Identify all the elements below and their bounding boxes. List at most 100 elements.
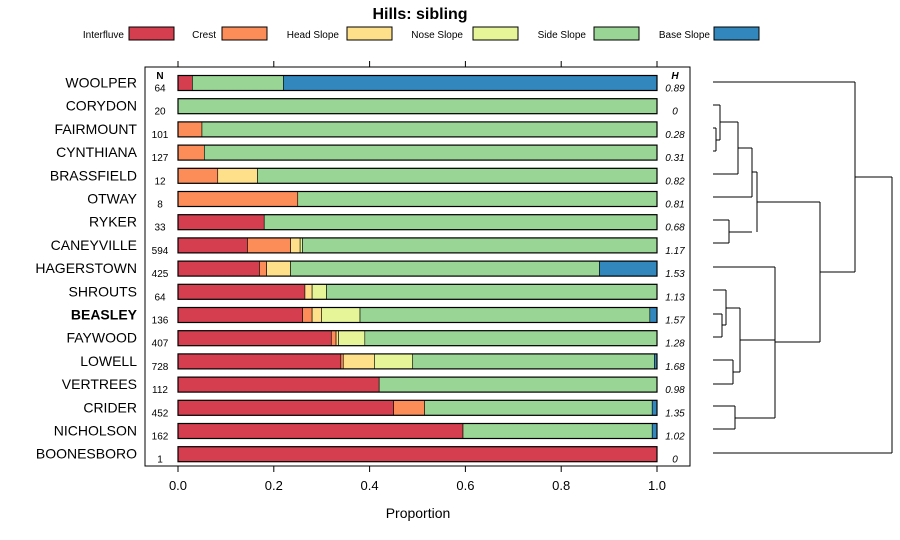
row-n-value: 452	[152, 408, 169, 419]
row-label: BOONESBORO	[36, 446, 137, 462]
bar-segment	[297, 191, 658, 207]
bar-segment	[311, 307, 322, 323]
bar-segment	[283, 75, 658, 91]
row-h-value: 0.28	[665, 130, 685, 141]
legend: Interfluve Crest Head Slope Nose Slope Side …	[83, 26, 760, 41]
row-h-value: 1.17	[665, 246, 685, 257]
x-tick-label: 1.0	[648, 478, 666, 493]
x-tick-label: 0.0	[169, 478, 187, 493]
x-tick-label: 0.4	[361, 478, 379, 493]
row-n-value: 20	[154, 107, 166, 118]
row-label: FAYWOOD	[66, 330, 137, 346]
bar-segment	[177, 353, 342, 370]
legend-label: Nose Slope	[411, 30, 463, 41]
bar-segment	[321, 307, 361, 323]
row-h-value: 1.53	[665, 269, 685, 280]
row-label: NICHOLSON	[54, 423, 137, 439]
row-label: RYKER	[89, 214, 137, 230]
dendro-merge	[737, 122, 752, 174]
row-n-value: 1	[157, 455, 163, 466]
bar-segment	[651, 399, 658, 416]
bar-outline	[177, 330, 658, 347]
row-label: FAIRMOUNT	[55, 121, 138, 137]
bar-segment	[599, 260, 658, 277]
bar-segment	[340, 353, 344, 370]
bar-segment	[304, 283, 313, 300]
bar-segment	[177, 214, 265, 230]
row-n-value: 33	[154, 223, 166, 234]
row-n-value: 64	[154, 292, 166, 303]
legend-swatch	[128, 26, 175, 41]
bar-segment	[649, 307, 658, 323]
legend-swatch	[713, 26, 760, 41]
row-n-value: 112	[152, 385, 168, 396]
bar-segment	[338, 330, 366, 347]
bar-segment	[311, 283, 327, 300]
bar-segment	[177, 283, 306, 300]
row-label: SHROUTS	[69, 283, 137, 299]
bar-outline	[177, 167, 658, 184]
dendro-merge	[728, 220, 752, 243]
dendro-merge	[732, 360, 740, 384]
row-n-value: 728	[152, 362, 169, 373]
bar-segment	[217, 168, 258, 184]
bar-segment	[177, 237, 248, 254]
bar-outline	[177, 190, 658, 208]
row-n-value: 101	[152, 130, 169, 141]
row-label: LOWELL	[80, 353, 137, 369]
bar-segment	[374, 353, 414, 370]
bar-segment	[302, 307, 313, 323]
row-label: BRASSFIELD	[50, 167, 137, 183]
row-n-value: 407	[152, 339, 169, 350]
legend-swatch	[221, 26, 268, 41]
bar-segment	[330, 330, 337, 347]
row-label: CRIDER	[83, 399, 137, 415]
bar-segment	[177, 307, 303, 323]
bar-segment	[326, 283, 658, 300]
row-label: CORYDON	[66, 98, 137, 114]
bar-segment	[462, 423, 653, 439]
dendro-merge	[719, 105, 738, 140]
row-h-value: 1.13	[665, 292, 685, 303]
bar-outline	[177, 376, 658, 393]
row-h-value: 0.82	[665, 176, 685, 187]
dendro-merge	[739, 308, 775, 372]
bar-segment	[424, 399, 653, 416]
dendro-merge	[819, 202, 855, 342]
x-tick-label: 0.8	[552, 478, 570, 493]
bar-segment	[177, 446, 658, 463]
legend-label: Crest	[192, 30, 216, 41]
bar-outline	[177, 74, 658, 92]
row-h-value: 0.98	[665, 385, 685, 396]
plot-frame	[144, 66, 691, 467]
bar-outline	[177, 353, 658, 370]
row-n-value: 8	[157, 200, 163, 211]
bar-segment	[290, 260, 600, 277]
row-n-value: 162	[152, 432, 169, 443]
row-n-value: 425	[152, 269, 169, 280]
bar-segment	[266, 260, 291, 277]
row-label: OTWAY	[87, 191, 137, 207]
row-h-value: 0.31	[665, 153, 684, 164]
dendro-merge	[734, 406, 775, 429]
bar-segment	[204, 144, 658, 161]
bar-segment	[259, 260, 267, 277]
dendro-merge	[715, 128, 720, 151]
bar-segment	[192, 75, 284, 91]
bar-segment	[651, 423, 658, 439]
row-h-value: 0.68	[665, 223, 685, 234]
legend-swatch	[593, 26, 640, 41]
legend-label: Interfluve	[83, 30, 125, 41]
bar-segment	[177, 98, 658, 114]
row-h-value: 0	[672, 107, 678, 118]
bar-segment	[359, 307, 651, 323]
legend-label: Head Slope	[287, 30, 340, 41]
chart-title: Hills: sibling	[372, 6, 467, 23]
bar-segment	[302, 237, 658, 254]
bar-outline	[177, 98, 658, 115]
bar-outline	[177, 283, 658, 300]
bar-segment	[342, 353, 375, 370]
dendro-merge	[725, 290, 740, 325]
bar-segment	[177, 399, 394, 416]
